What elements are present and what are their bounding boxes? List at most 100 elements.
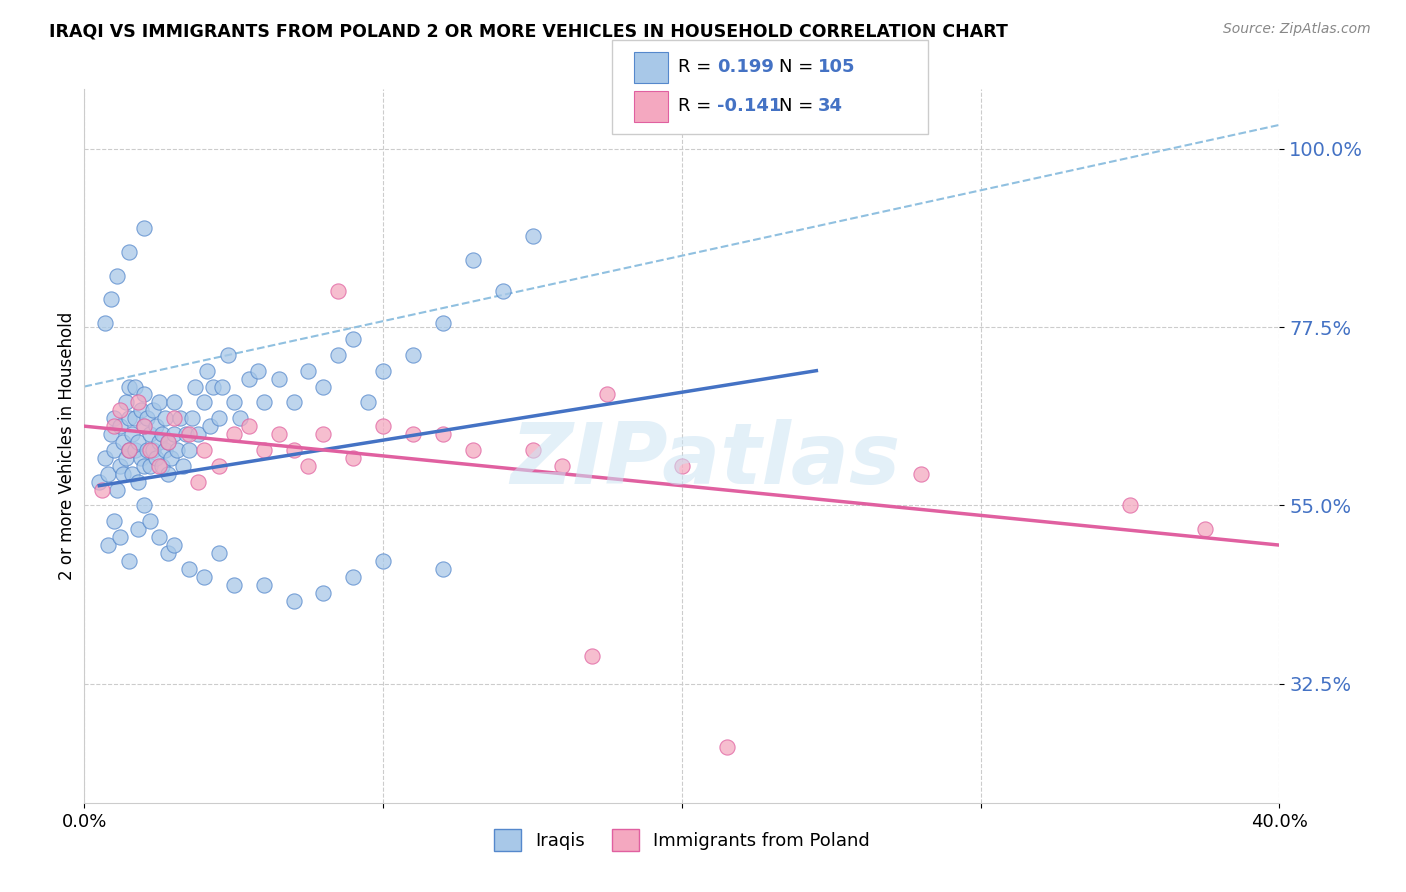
Point (160, 450, 183, 465)
Point (132, 419, 156, 434)
Point (253, 578, 276, 592)
Point (118, 411, 141, 425)
Point (121, 427, 143, 442)
Point (187, 427, 209, 442)
Y-axis label: 2 or more Vehicles in Household: 2 or more Vehicles in Household (58, 312, 76, 580)
Point (127, 395, 149, 409)
Point (148, 530, 170, 544)
Point (118, 554, 141, 568)
Point (177, 442, 200, 457)
Point (136, 442, 159, 457)
Point (342, 450, 364, 465)
Point (132, 499, 156, 513)
Point (100, 427, 122, 442)
Point (187, 475, 209, 489)
Point (124, 411, 146, 425)
Point (184, 379, 207, 393)
Point (157, 546, 180, 560)
Point (522, 442, 544, 457)
Point (145, 419, 167, 434)
Point (297, 364, 319, 378)
Point (112, 467, 135, 481)
Point (94, 450, 117, 465)
Text: N =: N = (779, 97, 818, 115)
Point (432, 316, 454, 330)
Point (142, 403, 165, 417)
Point (105, 268, 128, 283)
Point (461, 252, 484, 267)
Text: N =: N = (779, 59, 818, 77)
Point (228, 411, 252, 425)
Point (211, 379, 233, 393)
Point (267, 371, 290, 385)
Point (110, 458, 132, 473)
Point (112, 435, 135, 450)
Point (127, 435, 149, 450)
Point (139, 427, 162, 442)
Point (253, 395, 276, 409)
Point (373, 419, 395, 434)
Point (97, 467, 120, 481)
Text: -0.141: -0.141 (717, 97, 782, 115)
Point (148, 395, 170, 409)
Point (110, 403, 132, 417)
Point (150, 427, 173, 442)
Point (716, 740, 738, 755)
Point (328, 348, 350, 362)
Point (208, 546, 231, 560)
Text: R =: R = (678, 97, 717, 115)
Text: R =: R = (678, 59, 717, 77)
Point (115, 395, 138, 409)
Point (157, 467, 180, 481)
Point (283, 395, 305, 409)
Point (373, 554, 395, 568)
Point (129, 403, 152, 417)
Point (136, 411, 159, 425)
Point (127, 475, 149, 489)
Point (312, 427, 335, 442)
Point (1119, 499, 1142, 513)
Point (432, 562, 454, 576)
Point (312, 379, 335, 393)
Point (139, 458, 162, 473)
Point (492, 285, 515, 299)
Point (522, 228, 544, 243)
Point (193, 442, 215, 457)
Point (163, 395, 186, 409)
Point (172, 458, 194, 473)
Point (132, 419, 156, 434)
Point (551, 458, 574, 473)
Point (177, 562, 200, 576)
Point (103, 514, 125, 528)
Point (402, 427, 425, 442)
Point (103, 442, 125, 457)
Point (148, 435, 170, 450)
Point (328, 285, 350, 299)
Point (238, 371, 260, 385)
Point (181, 411, 204, 425)
Text: 0.199: 0.199 (717, 59, 773, 77)
Point (253, 442, 276, 457)
Point (342, 570, 364, 584)
Point (222, 395, 245, 409)
Point (208, 411, 231, 425)
Point (121, 467, 143, 481)
Text: ZIPatlas: ZIPatlas (510, 418, 901, 502)
Point (153, 411, 176, 425)
Point (129, 450, 152, 465)
Point (103, 419, 125, 434)
Point (127, 522, 149, 536)
Point (174, 427, 197, 442)
Point (596, 387, 619, 401)
Point (110, 419, 132, 434)
Point (110, 530, 132, 544)
Point (142, 442, 165, 457)
Point (193, 395, 215, 409)
Point (195, 364, 218, 378)
Point (148, 458, 170, 473)
Point (132, 387, 156, 401)
Point (89, 475, 111, 489)
Point (581, 649, 603, 664)
Point (100, 293, 122, 307)
Point (373, 364, 395, 378)
